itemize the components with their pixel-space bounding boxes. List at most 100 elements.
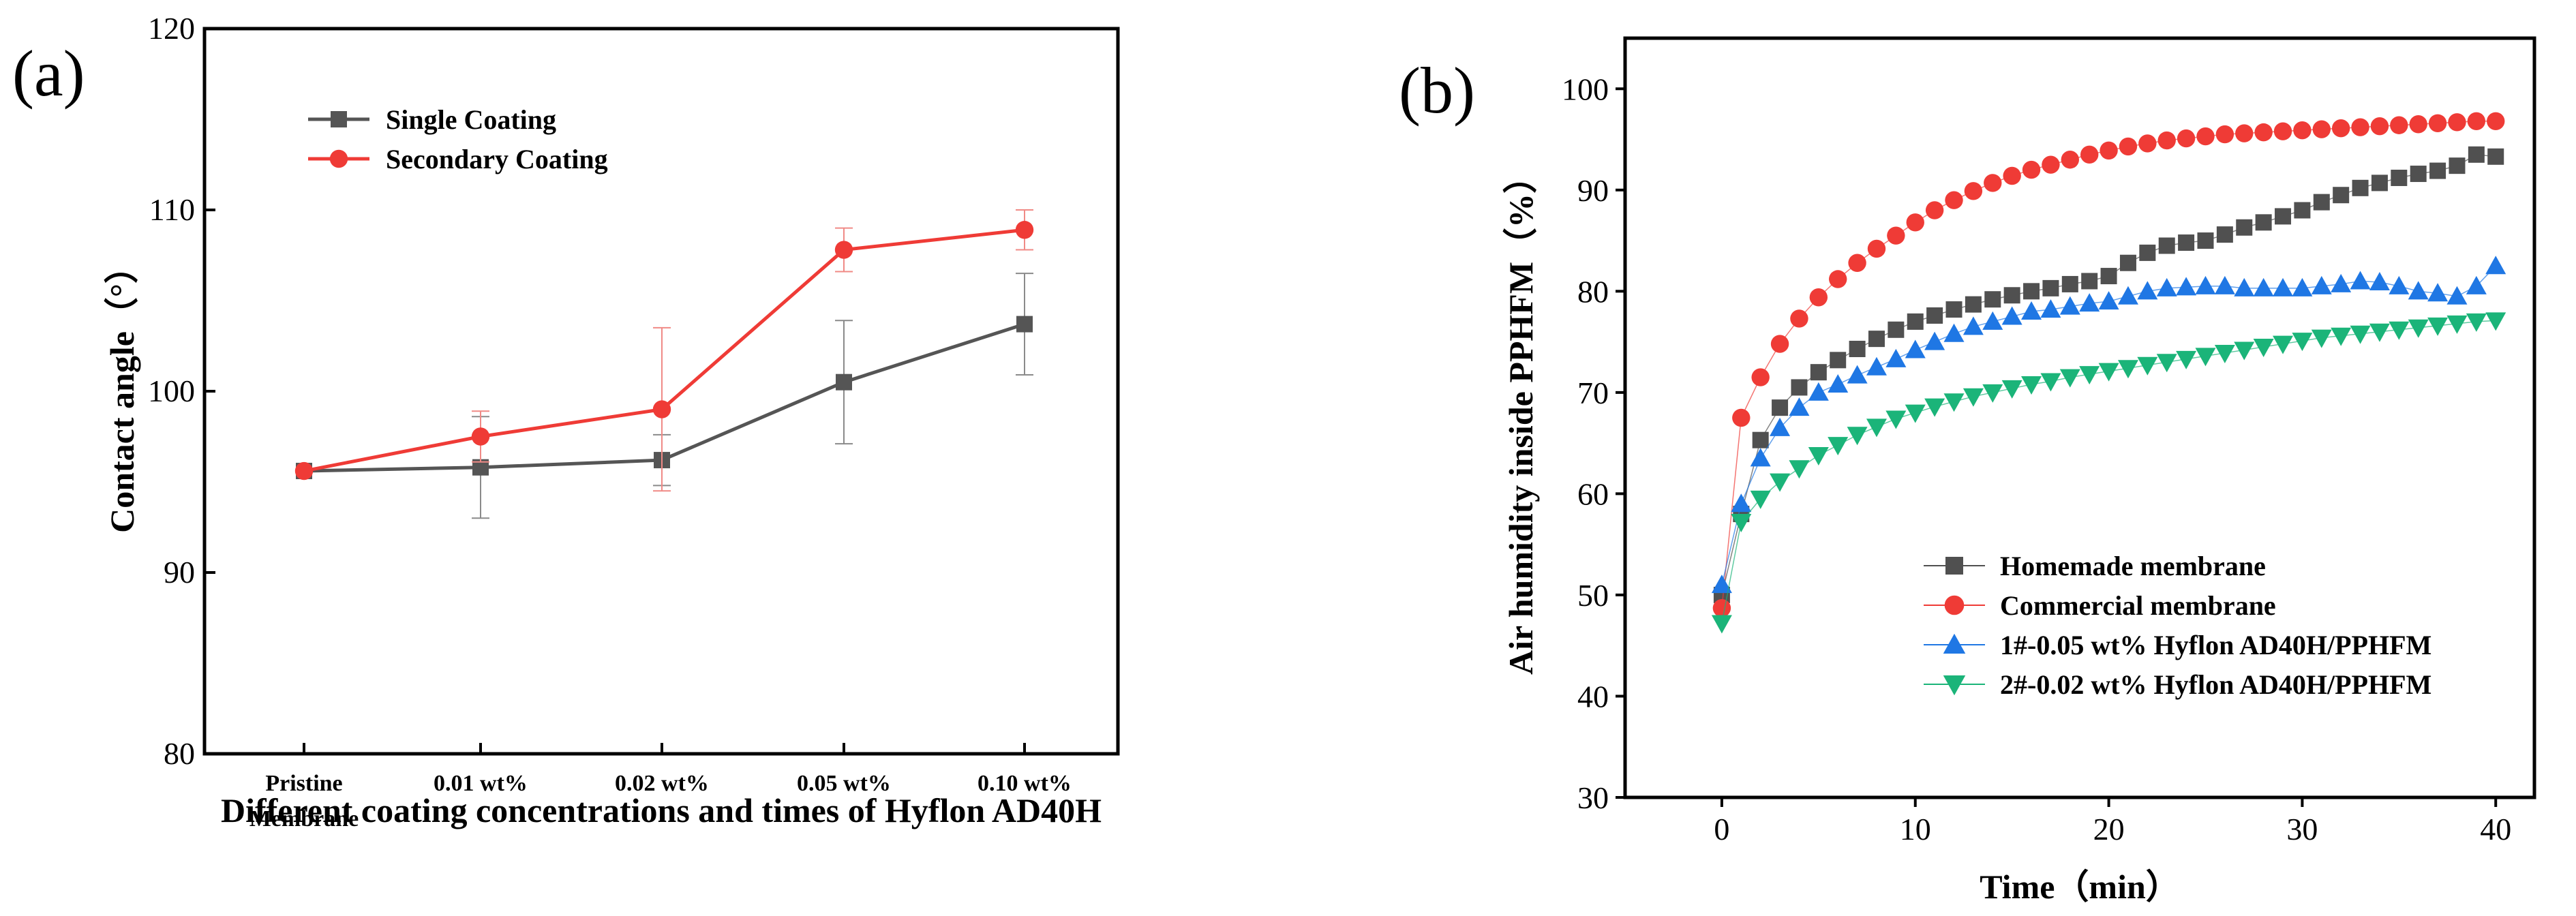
data-point xyxy=(2119,254,2136,271)
data-point xyxy=(1808,382,1829,401)
panel-b: (b) 30 40 50 60 70 80 90 100 0 10 20 30 40 Homemade… xyxy=(1399,36,2536,906)
data-point xyxy=(2254,123,2273,142)
data-point xyxy=(2429,162,2446,179)
y-tick-label: 90 xyxy=(1577,173,1609,208)
x-tick-label: 0.01 wt% xyxy=(434,771,528,796)
data-point xyxy=(2214,344,2235,363)
data-point xyxy=(1789,460,1810,479)
data-point xyxy=(1772,399,1789,416)
y-tick-label: 100 xyxy=(1562,72,1609,106)
data-point xyxy=(2255,214,2272,231)
data-point xyxy=(2292,333,2313,352)
data-point xyxy=(2001,306,2022,325)
data-point xyxy=(2352,179,2369,196)
data-point xyxy=(2253,339,2274,358)
legend-marker xyxy=(1943,633,1966,654)
panel-b-y-axis-title: Air humidity inside PPHFM（%） xyxy=(1502,159,1540,675)
data-point xyxy=(2156,277,2177,296)
data-point xyxy=(1905,404,1926,423)
data-point xyxy=(1984,174,2002,192)
y-tick-label: 60 xyxy=(1577,476,1609,511)
data-point xyxy=(1963,388,1984,407)
x-tick-label: 0.05 wt% xyxy=(797,771,891,796)
x-tick-label: 0.10 wt% xyxy=(978,771,1072,796)
data-point xyxy=(2214,275,2235,294)
panel-a-x-axis: Pristine Membrane 0.01 wt% 0.02 wt% 0.05 wt%… xyxy=(249,743,1072,831)
data-point xyxy=(1770,417,1791,436)
data-point xyxy=(2119,137,2138,156)
data-point xyxy=(1866,356,1887,376)
panel-a-y-axis: 80 90 100 110 120 xyxy=(148,11,215,771)
x-tick-label: 40 xyxy=(2480,812,2511,846)
data-point xyxy=(2042,279,2059,296)
y-tick-label: 70 xyxy=(1577,376,1609,410)
data-point xyxy=(2331,119,2350,138)
data-point xyxy=(2197,232,2214,249)
data-point xyxy=(1750,490,1771,509)
data-point xyxy=(1906,213,1924,232)
data-point xyxy=(2234,341,2255,361)
data-point xyxy=(2138,134,2157,153)
data-point xyxy=(2446,286,2468,305)
data-point xyxy=(2157,131,2176,150)
legend-label: 1#-0.05 wt% Hyflon AD40H/PPHFM xyxy=(2000,630,2431,660)
data-point xyxy=(2215,125,2234,144)
x-tick-label: 0.02 wt% xyxy=(615,771,709,796)
data-point xyxy=(1828,437,1849,456)
panel-b-x-axis: 0 10 20 30 40 xyxy=(1714,797,2511,846)
panel-a-series xyxy=(294,209,1034,519)
data-point xyxy=(2427,283,2449,302)
y-tick-label: 120 xyxy=(148,11,195,46)
panel-b-y-axis: 30 40 50 60 70 80 90 100 xyxy=(1562,72,1625,815)
y-tick-label: 80 xyxy=(1577,274,1609,309)
data-point xyxy=(1885,348,1907,367)
data-point xyxy=(2156,354,2177,373)
data-point xyxy=(2177,129,2196,148)
legend-marker xyxy=(329,149,348,168)
data-point xyxy=(2466,275,2487,294)
data-point xyxy=(2100,268,2117,285)
data-point xyxy=(652,400,671,418)
data-point xyxy=(1016,316,1033,333)
data-point xyxy=(1847,427,1868,446)
data-point xyxy=(2176,350,2197,369)
data-point xyxy=(2389,275,2410,294)
x-tick-label-line2: Membrane xyxy=(249,806,359,831)
data-point xyxy=(2446,315,2468,334)
data-point xyxy=(2021,376,2042,395)
legend-label: Single Coating xyxy=(386,104,556,135)
legend-label: Secondary Coating xyxy=(386,144,608,174)
data-point xyxy=(2427,317,2449,336)
data-point xyxy=(2236,219,2253,236)
data-point xyxy=(1015,221,1034,239)
data-point xyxy=(2137,281,2158,300)
data-point xyxy=(471,427,490,446)
data-point xyxy=(836,373,852,391)
data-point xyxy=(1731,493,1752,513)
y-tick-label: 90 xyxy=(164,555,195,590)
legend-marker xyxy=(331,111,347,127)
legend-label: Homemade membrane xyxy=(2000,551,2266,581)
panel-b-legend: Homemade membrane Commercial membrane 1#-0… xyxy=(1924,551,2431,700)
data-point xyxy=(1964,182,1983,200)
data-point xyxy=(2408,319,2429,338)
data-point xyxy=(1847,365,1868,384)
data-point xyxy=(2487,112,2505,130)
x-tick-label: 20 xyxy=(2093,812,2125,846)
data-point xyxy=(2273,122,2292,140)
data-point xyxy=(2466,313,2487,332)
series-line xyxy=(1721,265,2496,585)
data-point xyxy=(1809,288,1828,307)
data-point xyxy=(2350,271,2371,290)
series-0 xyxy=(296,273,1033,519)
data-point xyxy=(2117,286,2138,305)
data-point xyxy=(2487,148,2504,165)
data-point xyxy=(2449,157,2466,174)
panel-b-plot-frame xyxy=(1623,36,2536,799)
data-point xyxy=(1982,311,2003,330)
data-point xyxy=(2195,275,2216,294)
data-point xyxy=(2467,112,2486,130)
data-point xyxy=(2313,194,2330,211)
data-point xyxy=(2331,273,2352,292)
